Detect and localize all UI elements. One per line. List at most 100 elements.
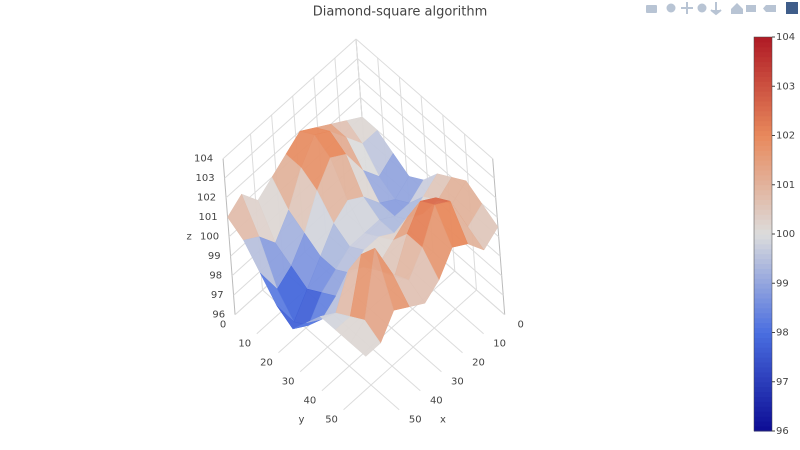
reset-button[interactable] xyxy=(731,3,743,14)
colorbar-strip xyxy=(754,258,772,265)
colorbar-strip xyxy=(754,174,772,181)
colorbar-strip xyxy=(754,263,772,269)
colorbar-strip xyxy=(754,120,772,127)
colorbar-strip xyxy=(754,66,772,72)
chart-title: Diamond-square algorithm xyxy=(313,5,488,20)
grid-line xyxy=(225,77,360,199)
colorbar-strip xyxy=(754,160,772,166)
colorbar-strip xyxy=(754,41,772,48)
colorbar-tick-label: 100 xyxy=(776,229,795,240)
y-tick-label: 10 xyxy=(238,339,251,350)
colorbar-strip xyxy=(754,421,772,427)
y-tick-label: 40 xyxy=(304,396,317,407)
colorbar-strip xyxy=(754,96,772,102)
colorbar-strip xyxy=(754,165,772,171)
colorbar-strip xyxy=(754,125,772,132)
z-tick-label: 101 xyxy=(198,212,217,223)
colorbar-strip xyxy=(754,273,772,279)
colorbar-strip xyxy=(754,105,772,112)
colorbar-strip xyxy=(754,81,772,87)
turntable-button[interactable] xyxy=(710,2,722,16)
zoom-button[interactable] xyxy=(666,3,676,13)
z-tick-label: 104 xyxy=(194,154,213,165)
x-tick-label: 30 xyxy=(451,377,464,388)
colorbar-strip xyxy=(754,411,772,417)
colorbar-tick-label: 102 xyxy=(776,131,795,142)
colorbar-strip xyxy=(754,288,772,294)
colorbar-strip xyxy=(754,268,772,274)
colorbar-strip xyxy=(754,179,772,186)
colorbar-strip xyxy=(754,362,772,368)
colorbar-strip xyxy=(754,169,772,176)
colorbar-strip xyxy=(754,243,772,250)
colorbar-tick-label: 98 xyxy=(776,328,789,339)
colorbar-strip xyxy=(754,56,772,63)
colorbar-strip xyxy=(754,219,772,225)
colorbar-strip xyxy=(754,199,772,205)
colorbar-strip xyxy=(754,337,772,343)
colorbar-strip xyxy=(754,278,772,284)
colorbar-strip xyxy=(754,366,772,373)
z-tick-label: 99 xyxy=(208,251,221,262)
grid-line xyxy=(224,58,358,179)
colorbar-strip xyxy=(754,51,772,58)
colorbar-strip xyxy=(754,238,772,245)
z-tick-label: 103 xyxy=(195,173,214,184)
colorbar-strip xyxy=(754,37,772,43)
colorbar-strip xyxy=(754,130,772,136)
colorbar-tick-label: 97 xyxy=(776,377,789,388)
z-tick-label: 102 xyxy=(197,193,216,204)
colorbar-strip xyxy=(754,76,772,82)
x-tick-label: 10 xyxy=(493,339,506,350)
colorbar-tick-label: 101 xyxy=(776,180,795,191)
x-tick-label: 20 xyxy=(472,358,485,369)
axis-edge xyxy=(222,158,236,315)
colorbar-strip xyxy=(754,396,772,402)
x-tick-label: 50 xyxy=(409,415,422,426)
colorbar-strip xyxy=(754,110,772,117)
colorbar-tick-label: 103 xyxy=(776,81,795,92)
colorbar-strip xyxy=(754,101,772,107)
pan-button[interactable] xyxy=(681,2,693,14)
colorbar-strip xyxy=(754,293,772,299)
colorbar-strip xyxy=(754,357,772,363)
colorbar-strip xyxy=(754,214,772,220)
grid-line xyxy=(222,38,357,160)
reset-camera-button[interactable] xyxy=(746,5,756,12)
colorbar-strip xyxy=(754,145,772,151)
surface xyxy=(227,116,499,357)
colorbar-tick-label: 99 xyxy=(776,278,789,289)
colorbar-strip xyxy=(754,224,772,230)
grid-line xyxy=(355,38,494,160)
colorbar-strip xyxy=(754,194,772,201)
colorbar-strip xyxy=(754,312,772,319)
colorbar-strip xyxy=(754,342,772,348)
modebar xyxy=(646,2,798,16)
colorbar-strip xyxy=(754,386,772,393)
colorbar-strip xyxy=(754,371,772,378)
colorbar-strip xyxy=(754,406,772,412)
plotly-logo[interactable] xyxy=(786,2,798,14)
colorbar-strip xyxy=(754,71,772,77)
axis-edge xyxy=(492,158,506,315)
x-axis-title: x xyxy=(440,414,446,425)
camera-button[interactable] xyxy=(646,5,657,13)
x-tick-label: 0 xyxy=(518,320,524,331)
orbit-button[interactable] xyxy=(697,3,707,13)
z-tick-label: 97 xyxy=(211,290,224,301)
grid-line xyxy=(321,270,456,392)
z-tick-label: 98 xyxy=(209,271,222,282)
colorbar-strip xyxy=(754,204,772,210)
colorbar-strip xyxy=(754,347,772,353)
x-tick-label: 40 xyxy=(430,396,443,407)
colorbar-strip xyxy=(754,253,772,260)
z-axis-title: z xyxy=(186,232,191,243)
colorbar-strip xyxy=(754,115,772,122)
y-tick-label: 20 xyxy=(260,358,273,369)
colorbar-strip xyxy=(754,327,772,333)
colorbar-strip xyxy=(754,322,772,329)
colorbar-strip xyxy=(754,229,772,235)
colorbar-strip xyxy=(754,155,772,161)
hover-button[interactable] xyxy=(763,5,776,12)
